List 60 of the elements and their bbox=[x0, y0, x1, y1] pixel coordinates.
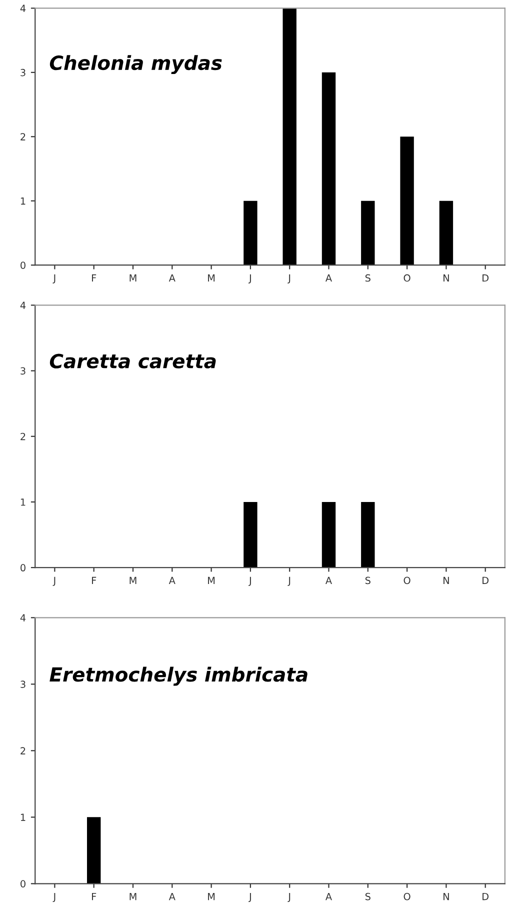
x-tick-label: M bbox=[130, 576, 136, 584]
y-tick-label: 3 bbox=[20, 68, 26, 76]
text: Chelonia mydas bbox=[50, 55, 222, 74]
x-tick-label: S bbox=[365, 576, 370, 584]
x-tick-label: O bbox=[404, 576, 410, 584]
x-tick-label: J bbox=[248, 274, 251, 284]
y-tick-label: 4 bbox=[20, 4, 26, 12]
y-tick-label: 2 bbox=[20, 432, 26, 440]
y-tick-label: 1 bbox=[20, 814, 26, 821]
bar bbox=[439, 200, 454, 266]
x-tick-label: A bbox=[326, 576, 332, 584]
x-tick-label: N bbox=[444, 892, 449, 900]
y-tick-label: 0 bbox=[20, 880, 26, 888]
x-tick-label: A bbox=[168, 892, 176, 900]
y-tick-label: 0 bbox=[20, 262, 26, 269]
x-tick-label: M bbox=[130, 892, 136, 900]
x-tick-label: D bbox=[482, 892, 489, 900]
y-tick-label: 1 bbox=[20, 498, 26, 506]
x-tick-label: F bbox=[92, 892, 96, 900]
bar bbox=[322, 72, 336, 266]
x-tick-label: N bbox=[444, 576, 449, 584]
x-tick-label: O bbox=[404, 892, 410, 900]
y-tick-label: 4 bbox=[20, 614, 26, 622]
x-tick-label: A bbox=[168, 274, 176, 282]
x-tick-label: M bbox=[208, 892, 215, 900]
bar bbox=[361, 200, 375, 266]
x-tick-label: J bbox=[52, 274, 56, 284]
x-tick-label: J bbox=[288, 274, 290, 284]
x-tick-label: A bbox=[326, 274, 332, 282]
x-tick-label: S bbox=[365, 274, 370, 282]
y-tick-label: 3 bbox=[20, 680, 26, 688]
x-tick-label: M bbox=[130, 274, 136, 282]
x-tick-label: J bbox=[52, 892, 56, 902]
x-tick-label: D bbox=[482, 576, 489, 584]
x-tick-label: F bbox=[92, 576, 96, 584]
x-tick-label: J bbox=[52, 576, 56, 586]
x-tick-label: M bbox=[208, 576, 215, 584]
x-tick-label: D bbox=[482, 274, 489, 282]
x-tick-label: J bbox=[248, 576, 251, 586]
y-tick-label: 0 bbox=[20, 564, 26, 572]
x-tick-label: J bbox=[288, 892, 290, 902]
text: Eretmochelys imbricata bbox=[50, 666, 308, 686]
x-tick-label: F bbox=[92, 274, 96, 282]
bar bbox=[282, 8, 296, 266]
y-tick-label: 3 bbox=[20, 367, 26, 375]
x-tick-label: J bbox=[248, 892, 251, 902]
y-tick-label: 4 bbox=[20, 302, 26, 309]
x-tick-label: O bbox=[404, 274, 410, 282]
y-tick-label: 2 bbox=[20, 133, 26, 140]
bar bbox=[400, 136, 414, 266]
x-tick-label: M bbox=[208, 274, 215, 282]
x-tick-label: J bbox=[288, 576, 290, 586]
text: Caretta caretta bbox=[50, 354, 216, 368]
x-tick-label: A bbox=[326, 892, 332, 900]
y-tick-label: 1 bbox=[20, 197, 26, 205]
y-tick-label: 2 bbox=[20, 747, 26, 754]
x-tick-label: A bbox=[168, 576, 176, 584]
x-tick-label: S bbox=[365, 892, 370, 900]
x-tick-label: N bbox=[444, 274, 449, 282]
bar bbox=[244, 200, 258, 266]
